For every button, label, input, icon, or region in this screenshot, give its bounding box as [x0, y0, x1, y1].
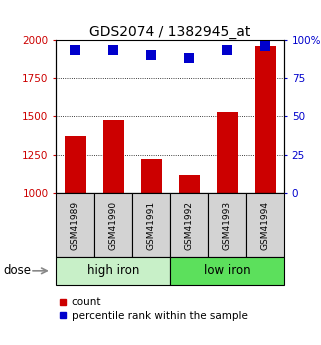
Bar: [141, 159, 161, 193]
Text: high iron: high iron: [87, 264, 139, 277]
Bar: [94, 193, 132, 257]
Text: GSM41989: GSM41989: [71, 200, 80, 250]
Point: [263, 43, 268, 49]
Text: GSM41993: GSM41993: [222, 200, 232, 250]
Point: [187, 55, 192, 61]
Title: GDS2074 / 1382945_at: GDS2074 / 1382945_at: [90, 24, 251, 39]
Bar: [217, 112, 238, 193]
Bar: [255, 46, 275, 193]
Bar: [170, 257, 284, 285]
Text: GSM41990: GSM41990: [108, 200, 118, 250]
Bar: [179, 175, 200, 193]
Bar: [246, 193, 284, 257]
Point: [110, 48, 116, 53]
Bar: [132, 193, 170, 257]
Text: GSM41992: GSM41992: [185, 200, 194, 250]
Text: dose: dose: [3, 264, 31, 277]
Bar: [56, 193, 94, 257]
Bar: [103, 119, 124, 193]
Point: [149, 52, 154, 58]
Bar: [65, 136, 86, 193]
Legend: count, percentile rank within the sample: count, percentile rank within the sample: [55, 293, 252, 325]
Text: GSM41994: GSM41994: [261, 200, 270, 250]
Bar: [208, 193, 246, 257]
Bar: [170, 193, 208, 257]
Bar: [56, 257, 170, 285]
Text: GSM41991: GSM41991: [147, 200, 156, 250]
Point: [224, 48, 230, 53]
Text: low iron: low iron: [204, 264, 250, 277]
Point: [73, 48, 78, 53]
